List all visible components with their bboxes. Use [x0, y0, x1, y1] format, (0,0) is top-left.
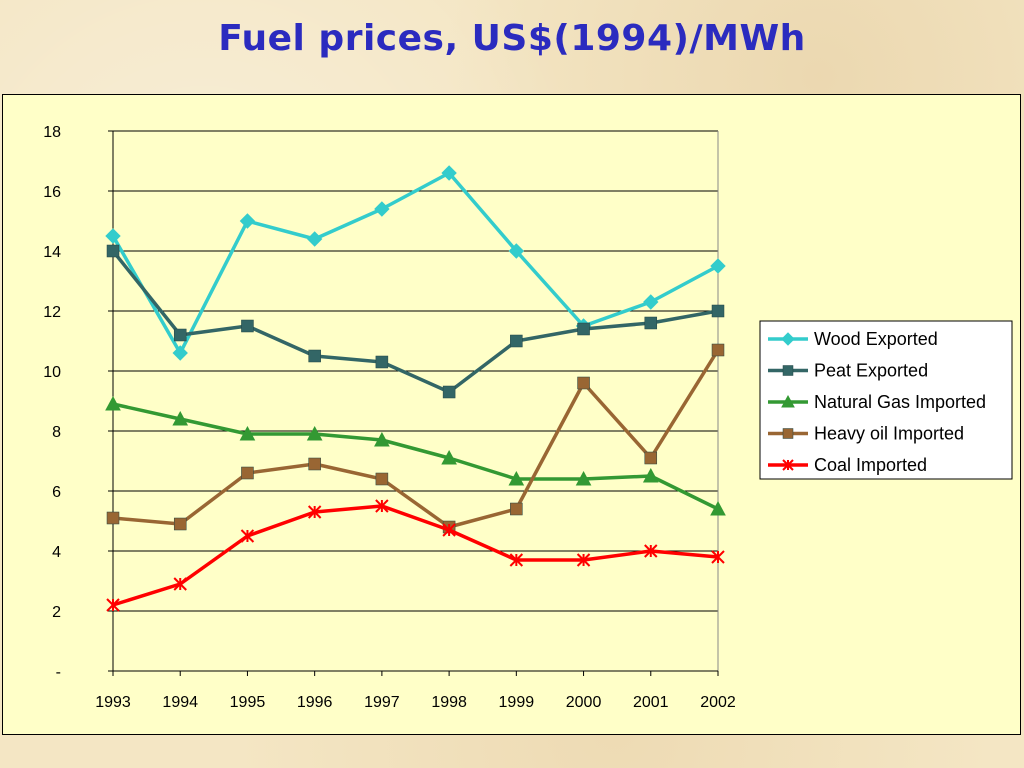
x-tick-label: 1999 — [499, 694, 535, 711]
data-point — [240, 529, 255, 543]
x-tick-label: 1998 — [431, 694, 467, 711]
data-point — [576, 553, 591, 567]
data-point — [374, 201, 390, 217]
data-point — [374, 431, 390, 447]
data-point — [644, 316, 658, 330]
y-tick-label: 8 — [52, 424, 61, 441]
data-point — [306, 231, 323, 247]
data-point — [306, 425, 323, 441]
series-line — [112, 504, 719, 607]
data-point — [644, 544, 658, 558]
legend-marker — [782, 428, 794, 439]
data-point — [508, 243, 525, 259]
data-point — [643, 294, 659, 310]
x-tick-labels: 1993 1994 1995 1996 1997 1998 1999 2000 2001 2002 — [95, 694, 736, 711]
legend-marker — [781, 332, 795, 346]
y-tick-labels: - 2 4 6 8 10 12 14 16 18 — [43, 124, 61, 681]
series-line — [112, 402, 719, 511]
data-point — [508, 470, 525, 486]
data-point — [172, 410, 189, 426]
data-point — [441, 449, 457, 465]
data-point — [308, 457, 321, 471]
data-point — [106, 598, 120, 612]
legend-marker — [782, 459, 794, 471]
data-point — [441, 165, 457, 181]
data-point — [241, 466, 254, 480]
x-tick-label: 1995 — [230, 694, 266, 711]
data-point — [510, 502, 523, 516]
series-peat-exported — [106, 244, 725, 399]
data-point — [375, 499, 389, 513]
data-point — [375, 472, 389, 486]
series-group — [105, 165, 726, 612]
y-tick-label: 6 — [52, 484, 61, 501]
x-tick-label: 1993 — [95, 694, 131, 711]
data-point — [173, 328, 187, 342]
y-tick-label: 10 — [43, 364, 61, 381]
series-line — [112, 349, 720, 529]
data-point — [710, 258, 726, 274]
y-tick-label: - — [56, 664, 61, 681]
series-wood-exported — [105, 165, 726, 361]
data-point — [375, 355, 389, 369]
data-point — [106, 511, 120, 525]
gridlines — [113, 130, 718, 612]
y-tick-label: 12 — [43, 304, 61, 321]
legend-label: Heavy oil Imported — [814, 424, 964, 444]
data-point — [173, 577, 187, 591]
data-point — [241, 319, 254, 333]
data-point — [442, 523, 456, 537]
y-tick-label: 2 — [52, 604, 61, 621]
data-point — [575, 470, 592, 486]
series-coal-imported — [106, 499, 725, 612]
legend-marker — [781, 394, 795, 408]
data-point — [711, 304, 725, 318]
legend-marker — [782, 365, 794, 376]
data-point — [173, 517, 187, 531]
data-point — [711, 550, 725, 564]
data-point — [442, 385, 456, 399]
line-chart: - 2 4 6 8 10 12 14 16 18 1993 1994 1995 1996 1997 1998… — [43, 124, 1013, 711]
data-point — [642, 467, 659, 483]
x-tick-label: 2000 — [566, 694, 602, 711]
data-point — [308, 349, 321, 363]
legend-label: Peat Exported — [814, 361, 928, 381]
legend-box — [759, 320, 1013, 480]
legend-label: Wood Exported — [814, 329, 938, 349]
series-line — [111, 249, 719, 394]
data-point — [239, 213, 256, 229]
data-point — [509, 553, 524, 567]
data-point — [644, 451, 658, 465]
data-point — [239, 425, 256, 441]
legend-label: Coal Imported — [814, 455, 927, 475]
series-heavy-oil-imported — [106, 343, 725, 534]
data-point — [710, 500, 726, 516]
data-point — [172, 345, 188, 361]
y-tick-label: 14 — [43, 244, 61, 261]
data-point — [577, 376, 590, 390]
y-tick-label: 16 — [43, 184, 61, 201]
legend: Wood Exported Peat Exported Natural Gas Im… — [759, 320, 1013, 480]
data-point — [105, 395, 121, 411]
data-point — [510, 334, 523, 348]
y-tick-label: 18 — [43, 124, 61, 141]
y-tick-label: 4 — [52, 544, 61, 561]
series-line — [111, 171, 719, 355]
chart-area: - 2 4 6 8 10 12 14 16 18 1993 1994 1995 1996 1997 1998… — [2, 94, 1021, 735]
x-tick-label: 1997 — [364, 694, 400, 711]
data-point — [307, 505, 322, 519]
data-point — [577, 322, 590, 336]
x-tick-label: 2001 — [633, 694, 669, 711]
x-tick-label: 1996 — [297, 694, 333, 711]
axes — [108, 130, 719, 676]
x-tick-label: 2002 — [700, 694, 736, 711]
data-point — [105, 228, 121, 244]
data-point — [711, 343, 725, 357]
legend-label: Natural Gas Imported — [814, 392, 986, 412]
series-natural-gas-imported — [105, 395, 726, 516]
x-tick-label: 1994 — [162, 694, 198, 711]
slide-title: Fuel prices, US$(1994)/MWh — [218, 18, 806, 59]
data-point — [106, 244, 120, 258]
